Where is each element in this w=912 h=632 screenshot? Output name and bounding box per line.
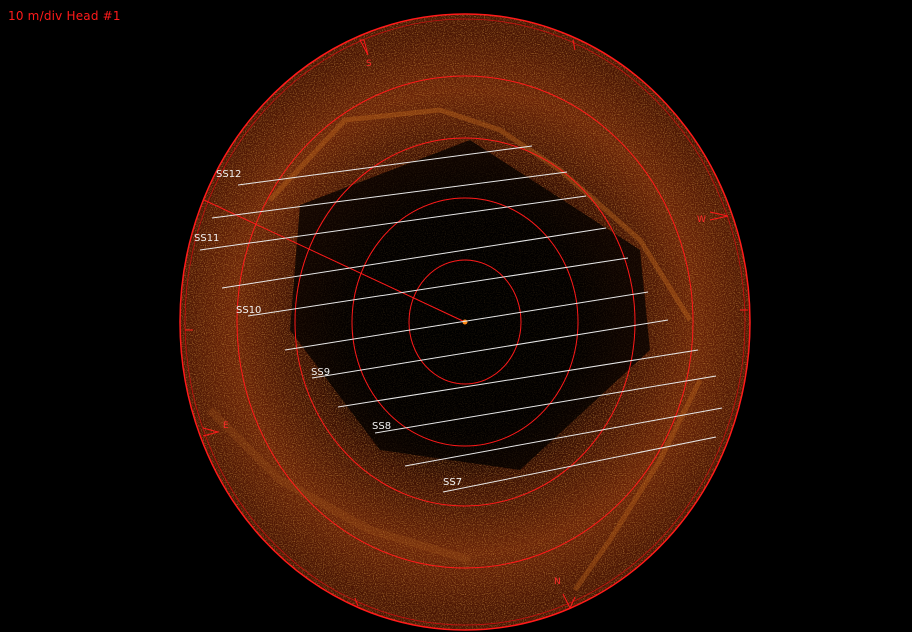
compass-north: N — [554, 577, 576, 610]
range-rings — [179, 13, 751, 631]
compass-east: E — [202, 421, 229, 437]
survey-line — [199, 195, 587, 251]
compass-south-label: S — [366, 59, 372, 69]
lane-label-ss10: SS10 — [236, 305, 261, 316]
compass-north-label: N — [554, 577, 561, 587]
compass-markers: S W E N — [202, 39, 729, 610]
compass-south: S — [359, 39, 372, 69]
survey-line — [337, 349, 699, 408]
scale-label: 10 m/div Head #1 — [8, 9, 121, 23]
survey-line — [311, 319, 669, 379]
survey-line — [284, 291, 649, 351]
compass-west-label: W — [697, 215, 706, 225]
survey-line — [237, 145, 533, 186]
survey-line — [442, 436, 717, 493]
lane-label-ss12: SS12 — [216, 169, 241, 180]
lane-label-ss7: SS7 — [443, 477, 462, 488]
survey-line — [374, 375, 717, 434]
lane-label-ss8: SS8 — [372, 421, 391, 432]
compass-west: W — [697, 211, 729, 225]
sweep-line — [203, 199, 466, 323]
ring-ticks — [185, 39, 748, 607]
survey-line — [247, 257, 629, 317]
survey-line — [404, 407, 723, 467]
lane-label-ss11: SS11 — [194, 233, 219, 244]
lane-label-ss9: SS9 — [311, 367, 330, 378]
survey-line — [221, 227, 607, 289]
survey-line — [211, 171, 568, 219]
lane-labels: SS12 SS11 SS10 SS9 SS8 SS7 — [194, 169, 462, 488]
survey-lines — [199, 145, 723, 493]
compass-east-label: E — [223, 421, 229, 431]
